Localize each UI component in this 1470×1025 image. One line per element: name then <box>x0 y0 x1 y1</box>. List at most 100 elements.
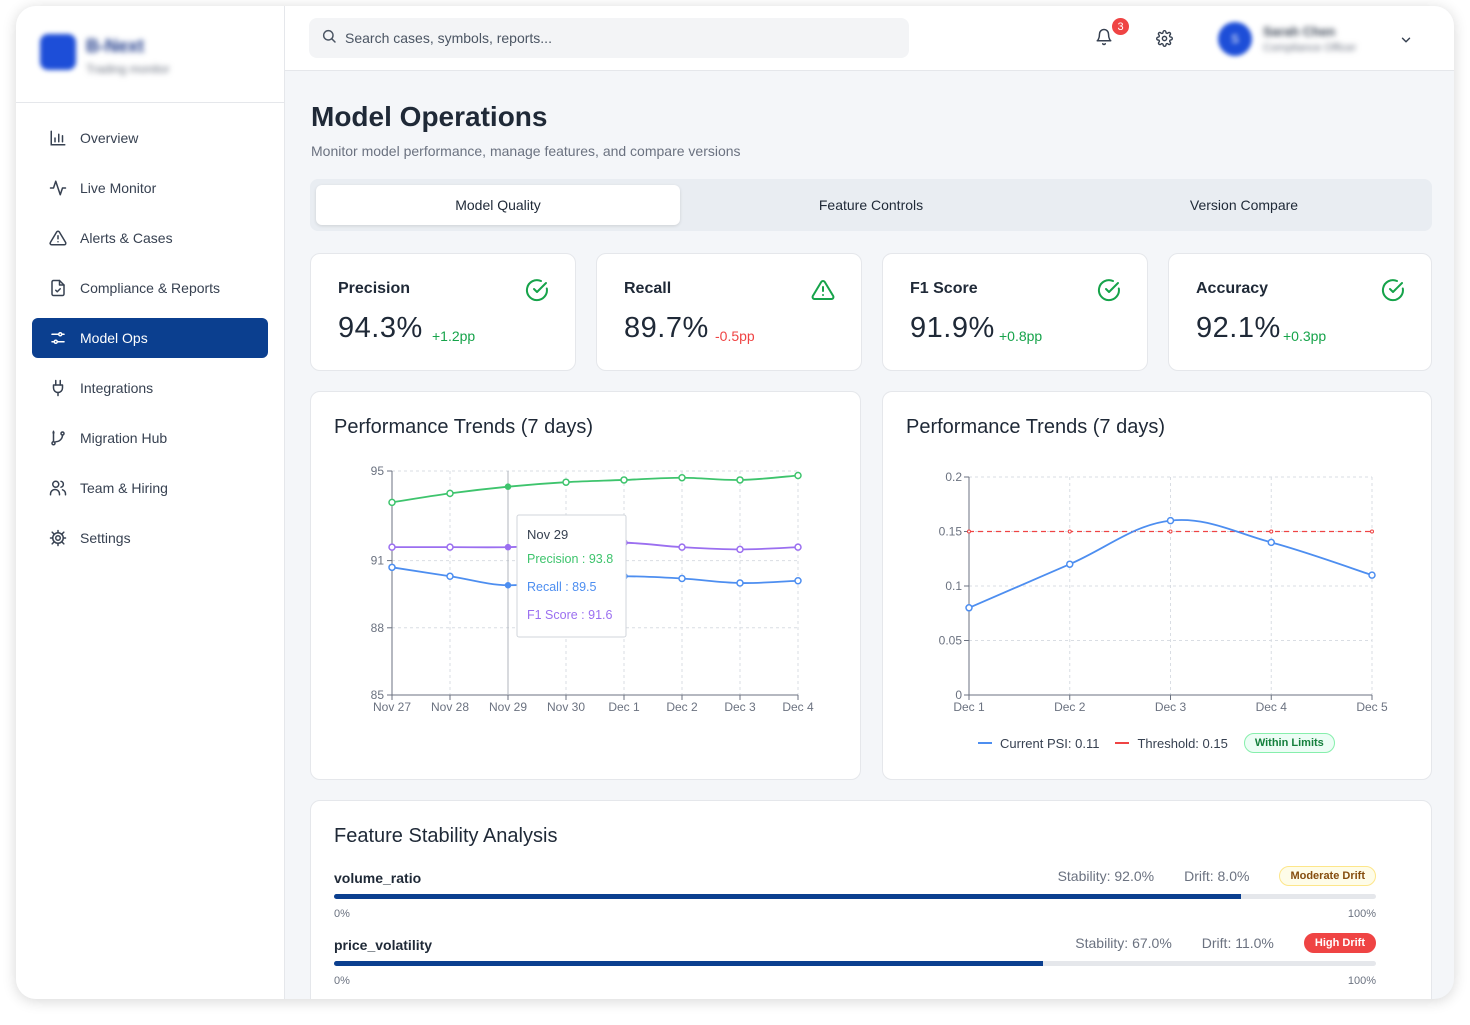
y-tick-label: 88 <box>371 621 385 635</box>
stability-bar <box>334 894 1376 899</box>
brand-name: B-Next <box>86 36 145 56</box>
sidebar-nav: Overview Live Monitor Alerts & Cases Com… <box>32 118 268 568</box>
tooltip-item: F1 Score : 91.6 <box>527 608 613 622</box>
search-box[interactable] <box>309 18 909 58</box>
legend-label: Current PSI: 0.11 <box>1000 735 1100 751</box>
page-subtitle: Monitor model performance, manage featur… <box>311 143 741 159</box>
metric-delta: +0.8pp <box>999 328 1043 344</box>
sidebar-item-migration-hub[interactable]: Migration Hub <box>32 418 268 458</box>
y-tick-label: 0.2 <box>945 470 962 484</box>
data-point-current-psi <box>1066 560 1074 568</box>
data-point-precision <box>678 473 686 482</box>
x-tick-label: Dec 1 <box>953 700 985 714</box>
feature-meta: Stability: 92.0% Drift: 8.0% Moderate Dr… <box>1058 866 1376 886</box>
data-point-precision <box>794 471 802 480</box>
data-point-recall <box>678 574 686 583</box>
alert-triangle-icon <box>48 228 68 248</box>
bell-icon[interactable] <box>1095 28 1115 48</box>
metric-label: Accuracy <box>1196 280 1269 297</box>
sidebar-item-compliance-reports[interactable]: Compliance & Reports <box>32 268 268 308</box>
sidebar-item-alerts-cases[interactable]: Alerts & Cases <box>32 218 268 258</box>
legend-swatch <box>1115 742 1130 744</box>
data-point-f1-score <box>388 543 396 551</box>
y-tick-label: 0.15 <box>939 525 963 539</box>
legend-item-psi: Current PSI: 0.11 <box>978 736 1099 751</box>
plug-icon <box>48 378 68 398</box>
metric-card-precision: Precision 94.3% +1.2pp <box>310 253 576 371</box>
bar-min-label: 0% <box>334 908 350 920</box>
metric-value: 91.9% <box>910 312 995 344</box>
sidebar-item-label: Migration Hub <box>80 430 168 446</box>
metric-card-recall: Recall 89.7% -0.5pp <box>596 253 862 371</box>
y-tick-label: 0.1 <box>945 579 962 593</box>
check-circle-icon <box>525 278 549 302</box>
metric-value: 92.1% <box>1196 312 1281 344</box>
legend-item-threshold: Threshold: 0.15 <box>1115 736 1228 751</box>
tab-bar: Model Quality Feature Controls Version C… <box>310 179 1432 231</box>
psi-trends-chart[interactable]: 0 0.05 0.1 0.15 0.2 Dec 1 Dec 2 Dec 3 Dec 4 Dec 5 <box>883 392 1431 779</box>
file-check-icon <box>48 278 68 298</box>
sidebar-item-model-ops[interactable]: Model Ops <box>32 318 268 358</box>
data-point-threshold <box>1067 529 1072 534</box>
sidebar-item-integrations[interactable]: Integrations <box>32 368 268 408</box>
settings-gear-icon[interactable] <box>1156 30 1174 48</box>
status-badge: High Drift <box>1303 933 1376 953</box>
performance-trends-chart[interactable]: 85 88 91 95 Nov 27 Nov 28 Nov 29 Nov 30 Dec 1 Dec… <box>311 392 860 779</box>
data-point-recall <box>446 572 454 581</box>
metric-label: Recall <box>624 280 672 297</box>
search-input[interactable] <box>345 30 885 46</box>
sidebar-item-settings[interactable]: Settings <box>32 518 268 558</box>
data-point-precision <box>446 489 454 498</box>
x-tick-label: Dec 3 <box>724 700 756 714</box>
data-point-threshold <box>1269 529 1274 534</box>
sidebar-item-label: Compliance & Reports <box>80 280 221 296</box>
sidebar-item-overview[interactable]: Overview <box>32 118 268 158</box>
data-point-recall <box>794 577 802 585</box>
metric-delta: +0.3pp <box>1283 328 1327 344</box>
tab-version-compare[interactable]: Version Compare <box>1189 197 1299 213</box>
sidebar-item-live-monitor[interactable]: Live Monitor <box>32 168 268 208</box>
bar-min-label: 0% <box>334 975 350 987</box>
y-tick-label: 0.05 <box>939 634 963 648</box>
sidebar-item-label: Integrations <box>80 380 154 396</box>
data-point-threshold <box>1370 529 1374 534</box>
feature-stability-card: Feature Stability Analysis volume_ratio … <box>310 800 1432 999</box>
metric-label: F1 Score <box>910 280 978 297</box>
metric-value: 94.3% <box>338 312 423 344</box>
y-tick-label: 91 <box>371 554 385 568</box>
data-point-recall <box>388 563 396 572</box>
sidebar-item-label: Team & Hiring <box>80 480 168 496</box>
stability-value: Stability: 92.0% <box>1057 868 1155 884</box>
user-name: Sarah Chen <box>1263 24 1336 39</box>
bar-chart-icon <box>48 128 68 148</box>
data-point-current-psi <box>1368 571 1376 579</box>
status-badge: Within Limits <box>1243 733 1335 753</box>
alert-triangle-icon <box>811 278 835 302</box>
tooltip-box <box>516 514 627 638</box>
notification-badge: 3 <box>1110 16 1131 37</box>
data-point-f1-score <box>736 545 744 554</box>
sidebar-item-team-hiring[interactable]: Team & Hiring <box>32 468 268 508</box>
x-tick-label: Dec 2 <box>666 700 698 714</box>
data-point-f1-score <box>794 543 802 551</box>
tab-feature-controls[interactable]: Feature Controls <box>818 197 924 213</box>
data-point-recall <box>504 581 512 589</box>
search-icon <box>321 28 337 49</box>
tooltip-item: Recall : 89.5 <box>527 580 597 594</box>
data-point-recall <box>736 579 744 587</box>
tab-model-quality[interactable]: Model Quality <box>316 185 680 225</box>
git-branch-icon <box>48 428 68 448</box>
data-point-f1-score <box>446 543 454 551</box>
data-point-f1-score <box>504 543 512 551</box>
bar-max-label: 100% <box>1347 975 1376 987</box>
avatar[interactable]: S <box>1218 22 1252 56</box>
chevron-down-icon[interactable] <box>1399 33 1413 47</box>
sidebar-item-label: Live Monitor <box>80 180 157 196</box>
x-tick-label: Dec 4 <box>782 700 814 714</box>
brand-subtitle: Trading monitor <box>86 62 170 76</box>
legend-swatch <box>978 742 992 744</box>
sliders-icon <box>48 328 68 348</box>
data-point-threshold <box>967 529 971 534</box>
x-tick-label: Dec 5 <box>1356 700 1388 714</box>
data-point-current-psi <box>1267 538 1275 547</box>
